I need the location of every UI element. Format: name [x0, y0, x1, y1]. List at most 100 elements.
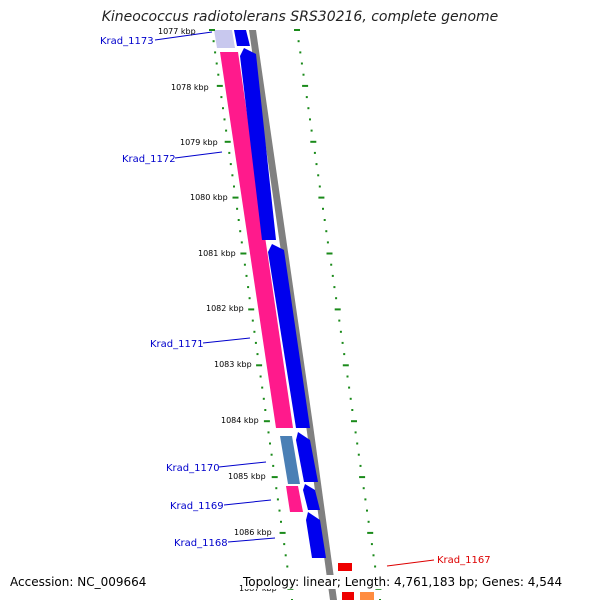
scale-dot [366, 509, 368, 512]
scale-dot [247, 286, 250, 289]
scale-dot [357, 453, 360, 456]
scale-dot [222, 107, 224, 110]
scale-dot [272, 464, 275, 467]
scale-dot [253, 330, 256, 333]
scale-dot [318, 185, 321, 188]
scale-dot [217, 73, 220, 76]
scale-tick-major [256, 364, 263, 367]
scale-dot [325, 230, 328, 233]
label-line-1173 [154, 31, 213, 41]
scale-tick-major [240, 252, 247, 255]
scale-tick-major [326, 252, 333, 255]
scale-tick-major [302, 84, 309, 87]
gene-arrow-1170[interactable] [296, 432, 318, 482]
scale-dot [313, 151, 316, 154]
scale-tick-major [263, 420, 270, 423]
scale-dot [251, 319, 254, 322]
scale-dot [278, 509, 281, 512]
scale-dot [330, 263, 333, 266]
gene-arrow-1168[interactable] [306, 512, 326, 558]
scale-dot [348, 386, 351, 389]
scale-dot [262, 397, 265, 400]
gene-arrow-1169[interactable] [303, 484, 320, 510]
scale-dot [323, 219, 326, 221]
scale-dot [236, 207, 239, 210]
scale-dot [283, 543, 286, 546]
scale-dot [333, 286, 336, 289]
gene-label-1168[interactable]: Krad_1168 [174, 538, 228, 549]
scale-dot [280, 520, 282, 523]
gene-label-1172[interactable]: Krad_1172 [122, 154, 176, 165]
scale-dot [225, 129, 228, 132]
kbp-label: 1085 kbp [228, 472, 266, 481]
kbp-label: 1083 kbp [214, 360, 252, 369]
scale-dot [300, 62, 303, 65]
scale-dot [359, 464, 362, 467]
scale-tick-major [359, 476, 366, 479]
scale-tick-major [367, 531, 374, 534]
scale-dot [212, 40, 215, 43]
scale-tick-major [342, 364, 349, 367]
scale-tick-major [334, 308, 341, 311]
gene-arrow-1172[interactable] [240, 48, 276, 240]
scale-dot [261, 386, 264, 389]
scale-dot [354, 431, 357, 434]
genome-backbone [249, 30, 313, 425]
label-line-1169 [223, 499, 272, 506]
scale-dot [267, 431, 270, 434]
scale-dot [315, 163, 318, 166]
scale-dot [299, 51, 302, 54]
accession-label: Accession: NC_009664 [10, 575, 147, 589]
scale-dot [339, 330, 342, 333]
scale-dot [367, 520, 370, 523]
scale-dot [223, 118, 226, 121]
scale-dot [309, 118, 311, 121]
scale-dot [256, 353, 259, 356]
scale-dot [214, 51, 217, 54]
scale-dot [310, 129, 313, 132]
gene-block-1167-lower [342, 592, 354, 600]
gene-segment-faded-right [234, 30, 250, 46]
gene-arrow-1171[interactable] [268, 244, 310, 428]
label-line-1168 [227, 537, 276, 543]
gene-label-1170[interactable]: Krad_1170 [166, 463, 220, 474]
kbp-label: 1084 kbp [221, 416, 259, 425]
label-line-1172 [174, 151, 223, 159]
scale-dot [364, 498, 367, 501]
scale-dot [237, 219, 240, 221]
scale-dot [231, 174, 234, 177]
scale-tick-major [279, 531, 286, 534]
scale-dot [317, 174, 320, 177]
kbp-label: 1080 kbp [190, 193, 228, 202]
scale-dot [297, 40, 300, 43]
scale-dot [302, 73, 305, 76]
scale-tick-major [310, 140, 317, 143]
scale-dot [362, 487, 365, 490]
gene-label-1171[interactable]: Krad_1171 [150, 339, 204, 350]
scale-tick-major [271, 476, 278, 479]
gene-label-1169[interactable]: Krad_1169 [170, 501, 224, 512]
scale-dot [239, 230, 242, 233]
scale-dot [254, 341, 257, 344]
scale-dot [245, 274, 248, 277]
scale-tick-major [294, 29, 300, 31]
scale-dot [275, 487, 278, 490]
protein-bar-large [220, 52, 293, 428]
scale-tick-major [318, 196, 325, 199]
gene-label-1173[interactable]: Krad_1173 [100, 36, 154, 47]
gene-label-1167[interactable]: Krad_1167 [437, 555, 491, 566]
scale-dot [335, 297, 338, 300]
label-line-1171 [202, 337, 251, 344]
kbp-label: 1077 kbp [158, 27, 196, 36]
scale-dot [215, 62, 218, 65]
scale-dot [338, 319, 341, 322]
gene-segment-faded-left [214, 30, 235, 48]
scale-tick-major [232, 196, 239, 199]
gene-block-1167-orange [360, 592, 374, 600]
scale-dot [349, 397, 352, 400]
scale-dots-right [294, 29, 382, 600]
scale-dot [331, 274, 334, 277]
gene-block-1167[interactable] [338, 563, 352, 571]
scale-dot [248, 297, 251, 300]
